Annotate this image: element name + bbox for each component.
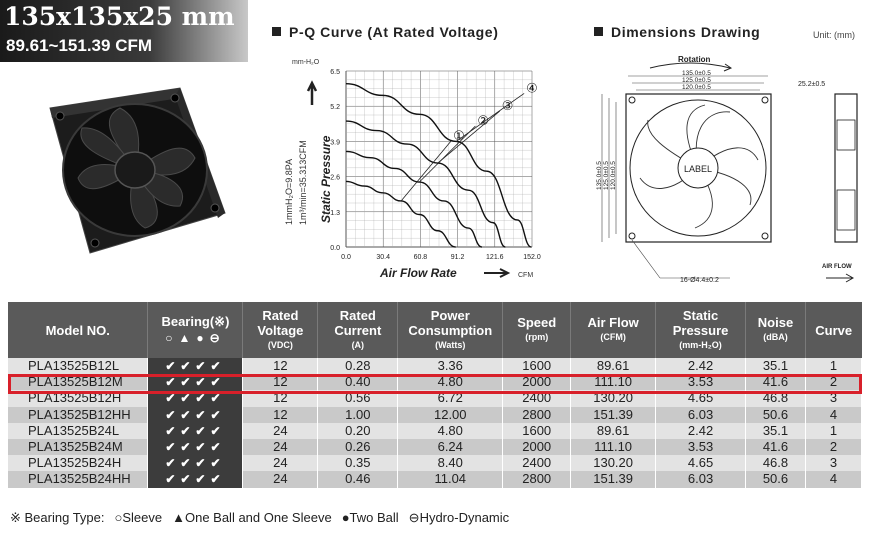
header-speed: Speed (rpm) bbox=[502, 302, 572, 358]
depth-label: 25.2±0.5 bbox=[798, 81, 825, 88]
y-tick-label: 3.9 bbox=[330, 139, 340, 146]
legend-one-ball: ▲One Ball and One Sleeve bbox=[172, 510, 332, 525]
header-pressure: Static Pressure (mm-H₂O) bbox=[655, 302, 747, 358]
airflow-range: 89.61~151.39 CFM bbox=[6, 36, 153, 55]
y-tick-label: 5.2 bbox=[330, 104, 340, 111]
curve-marker-2: ② bbox=[477, 114, 489, 129]
table-row: PLA13525B24H ✔✔✔✔ 24 0.35 8.40 2400 130.… bbox=[8, 455, 863, 472]
dims-title: Dimensions Drawing bbox=[594, 24, 760, 40]
dim-125-label: 125.0±0.5 bbox=[682, 77, 711, 84]
row-highlight-box bbox=[8, 374, 862, 394]
table-row: PLA13525B24M ✔✔✔✔ 24 0.26 6.24 2000 111.… bbox=[8, 438, 863, 456]
x-tick-label: 91.2 bbox=[451, 254, 465, 261]
curve-leader-line bbox=[455, 93, 525, 142]
pq-curve-1 bbox=[345, 180, 456, 248]
table-row: PLA13525B12L ✔✔✔✔ 12 0.28 3.36 1600 89.6… bbox=[8, 358, 863, 375]
hole-dim-label: 16-Ø4.4±0.2 bbox=[680, 277, 719, 284]
spec-table: Model NO. Bearing(※) ○▲●⊖ Rated Voltage(… bbox=[8, 302, 863, 488]
rotation-label: Rotation bbox=[678, 55, 711, 64]
airflow-arrow-icon bbox=[826, 273, 855, 283]
label-text: LABEL bbox=[684, 164, 712, 174]
x-tick-label: 30.4 bbox=[376, 254, 390, 261]
y-unit-label: mm-H₂O bbox=[292, 59, 320, 66]
airflow-label: AIR FLOW bbox=[822, 264, 852, 270]
bearing-checks: ✔✔✔✔ bbox=[147, 422, 244, 439]
header-current: Rated Current (A) bbox=[317, 302, 399, 358]
fan-product-image bbox=[49, 87, 226, 254]
bearing-checks: ✔✔✔✔ bbox=[147, 406, 244, 423]
table-row: PLA13525B24HH ✔✔✔✔ 24 0.46 11.04 2800 15… bbox=[8, 471, 863, 488]
chart-grid bbox=[345, 70, 533, 248]
header-airflow: Air Flow (CFM) bbox=[570, 302, 657, 358]
y-axis-label: Static Pressure bbox=[319, 135, 333, 223]
header-voltage: Rated Voltage (VDC) bbox=[242, 302, 319, 358]
curve-leader-line bbox=[400, 140, 452, 202]
legend-sleeve: ○Sleeve bbox=[114, 510, 163, 525]
dim-v125-label: 125.0±0.5 bbox=[603, 161, 610, 190]
bearing-type-icons: ○▲●⊖ bbox=[165, 331, 226, 345]
legend-hydro: ⊖Hydro-Dynamic bbox=[408, 510, 510, 525]
bullet-square-icon bbox=[272, 27, 281, 36]
curve-leader-line bbox=[437, 110, 501, 164]
x-axis-arrow-icon bbox=[484, 268, 511, 278]
x-axis-label: Air Flow Rate bbox=[379, 266, 457, 280]
curve-marker-4: ④ bbox=[526, 81, 538, 96]
bearing-checks: ✔✔✔✔ bbox=[147, 438, 244, 456]
y-axis-arrow-icon bbox=[306, 80, 318, 105]
rotation-arrow-icon bbox=[649, 62, 731, 69]
dim-120-label: 120.0±0.5 bbox=[682, 84, 711, 91]
bearing-checks: ✔✔✔✔ bbox=[147, 471, 244, 488]
pq-curve-title: P-Q Curve (At Rated Voltage) bbox=[272, 24, 498, 40]
table-row: PLA13525B12HH ✔✔✔✔ 12 1.00 12.00 2800 15… bbox=[8, 406, 863, 423]
bearing-checks: ✔✔✔✔ bbox=[147, 455, 244, 472]
header-bearing: Bearing(※) ○▲●⊖ bbox=[147, 302, 244, 358]
chart-ticks: 0.0 1.3 2.6 3.9 5.2 6.5 0.0 30.4 60.8 91.2 121.6 15… bbox=[330, 69, 541, 261]
pq-curve-2 bbox=[345, 150, 483, 248]
bearing-checks: ✔✔✔✔ bbox=[147, 374, 244, 391]
pq-curve-3 bbox=[345, 120, 506, 248]
x-tick-label: 0.0 bbox=[341, 254, 351, 261]
x-tick-label: 121.6 bbox=[486, 254, 504, 261]
curve-marker-1: ① bbox=[453, 129, 465, 144]
header-banner: 135x135x25 mm 89.61~151.39 CFM bbox=[0, 0, 248, 62]
pq-curve-chart: mm-H₂O CFM Static Pressure 1mmH₂O=9.8PA … bbox=[284, 59, 541, 280]
header-curve: Curve bbox=[805, 302, 862, 358]
header-model: Model NO. bbox=[8, 302, 149, 358]
y-tick-label: 6.5 bbox=[330, 69, 340, 76]
table-row: PLA13525B12H ✔✔✔✔ 12 0.56 6.72 2400 130.… bbox=[8, 390, 863, 407]
dimensions-drawing: Rotation 135.0±0.5 125.0±0.5 120.0±0.5 L… bbox=[596, 55, 858, 284]
bearing-checks: ✔✔✔✔ bbox=[147, 358, 244, 375]
curve-marker-3: ③ bbox=[502, 99, 514, 114]
y-tick-label: 2.6 bbox=[330, 175, 340, 182]
y-tick-label: 0.0 bbox=[330, 245, 340, 252]
conversion-flow: 1m³/min=35.313CFM bbox=[298, 140, 308, 225]
bearing-legend: ※ Bearing Type: ○Sleeve ▲One Ball and One … bbox=[10, 510, 510, 525]
bullet-square-icon bbox=[594, 27, 603, 36]
legend-two-ball: ●Two Ball bbox=[341, 510, 399, 525]
table-row-highlighted: PLA13525B12M ✔✔✔✔ 12 0.40 4.80 2000 111.… bbox=[8, 374, 863, 391]
fan-side-view bbox=[834, 93, 858, 243]
x-unit-label: CFM bbox=[518, 272, 533, 279]
header-power: Power Consumption (Watts) bbox=[397, 302, 504, 358]
dim-v120-label: 120.0±0.5 bbox=[610, 161, 617, 190]
dim-v135-label: 135.0±0.5 bbox=[596, 161, 603, 190]
dim-135-label: 135.0±0.5 bbox=[682, 70, 711, 77]
conversion-pressure: 1mmH₂O=9.8PA bbox=[284, 159, 294, 225]
x-tick-label: 60.8 bbox=[414, 254, 428, 261]
fan-size-title: 135x135x25 mm bbox=[4, 2, 235, 31]
table-row: PLA13525B24L ✔✔✔✔ 24 0.20 4.80 1600 89.6… bbox=[8, 422, 863, 439]
dims-unit: Unit: (mm) bbox=[813, 30, 855, 40]
curve-leader-line bbox=[419, 125, 476, 183]
bearing-checks: ✔✔✔✔ bbox=[147, 390, 244, 407]
x-tick-label: 152.0 bbox=[523, 254, 541, 261]
header-noise: Noise (dBA) bbox=[745, 302, 806, 358]
y-tick-label: 1.3 bbox=[330, 210, 340, 217]
